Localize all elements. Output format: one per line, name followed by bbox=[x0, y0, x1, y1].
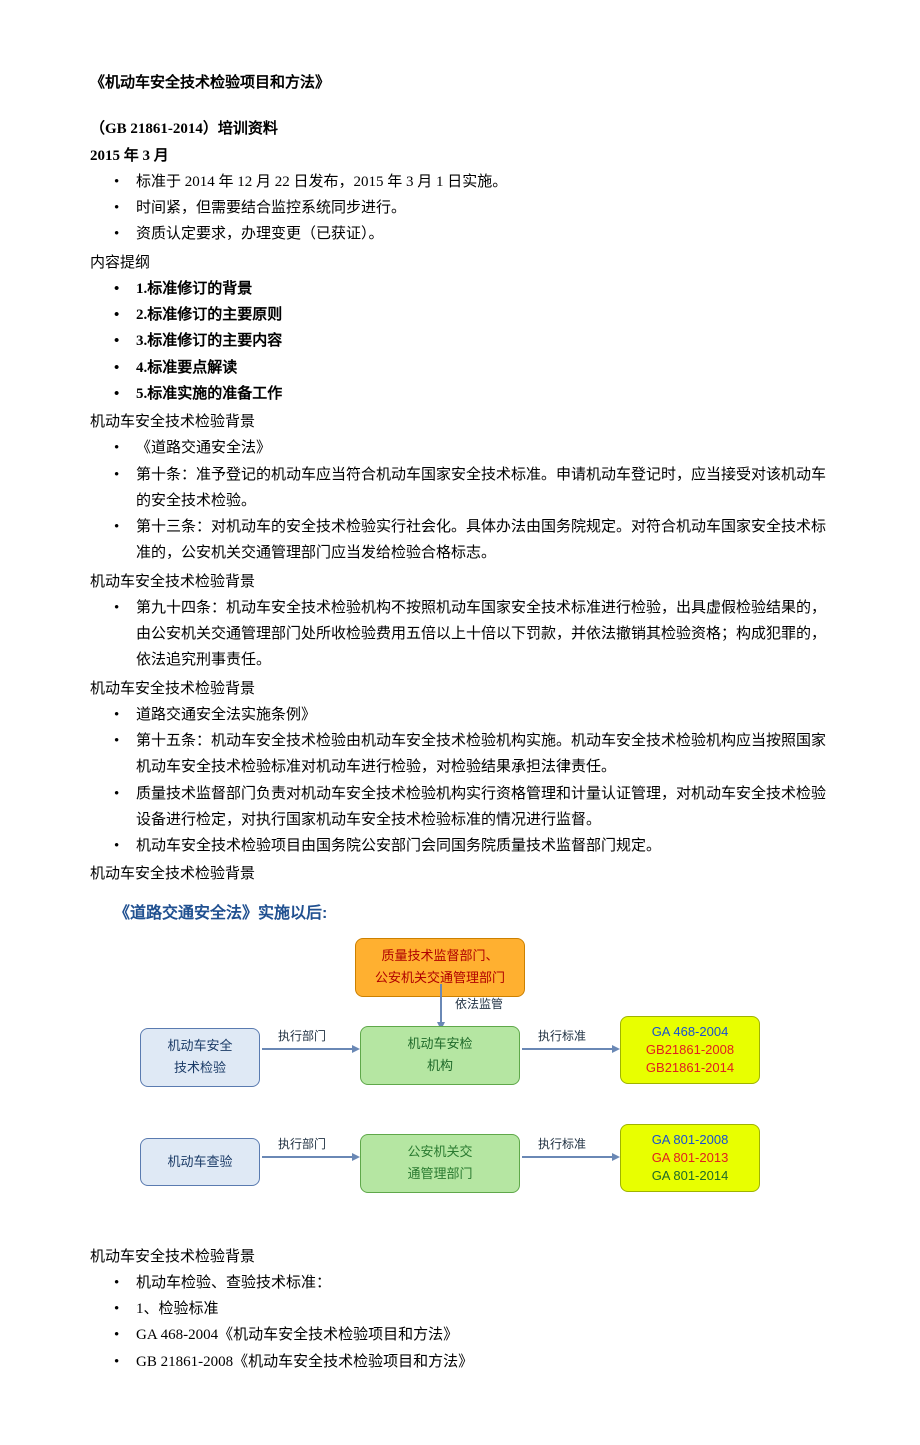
flow-arrow-right bbox=[522, 1048, 612, 1050]
flow-arrow-label: 执行部门 bbox=[278, 1026, 326, 1047]
list-item: 时间紧，但需要结合监控系统同步进行。 bbox=[136, 195, 830, 221]
list-item: 1.标准修订的背景 bbox=[136, 276, 830, 302]
flow-node-label: 质量技术监督部门、公安机关交通管理部门 bbox=[375, 948, 505, 986]
section-head: 机动车安全技术检验背景 bbox=[90, 1244, 830, 1270]
list-item: 3.标准修订的主要内容 bbox=[136, 328, 830, 354]
list-item: 道路交通安全法实施条例》 bbox=[136, 702, 830, 728]
list-item: 资质认定要求，办理变更（已获证）。 bbox=[136, 221, 830, 247]
section-head: 机动车安全技术检验背景 bbox=[90, 569, 830, 595]
section-list: 道路交通安全法实施条例》 第十五条：机动车安全技术检验由机动车安全技术检验机构实… bbox=[90, 702, 830, 860]
intro-bullet-list: 标准于 2014 年 12 月 22 日发布，2015 年 3 月 1 日实施。… bbox=[90, 169, 830, 248]
flow-arrow-right bbox=[262, 1048, 352, 1050]
list-item: 第十三条：对机动车的安全技术检验实行社会化。具体办法由国务院规定。对符合机动车国… bbox=[136, 514, 830, 567]
list-item: 机动车检验、查验技术标准： bbox=[136, 1270, 830, 1296]
flow-node-standards-1: GA 468-2004 GB21861-2008 GB21861-2014 bbox=[620, 1016, 760, 1085]
list-item: GB 21861-2008《机动车安全技术检验项目和方法》 bbox=[136, 1349, 830, 1375]
list-item: 4.标准要点解读 bbox=[136, 355, 830, 381]
list-item: 机动车安全技术检验项目由国务院公安部门会同国务院质量技术监督部门规定。 bbox=[136, 833, 830, 859]
list-item: 1、检验标准 bbox=[136, 1296, 830, 1322]
list-item: 第十五条：机动车安全技术检验由机动车安全技术检验机构实施。机动车安全技术检验机构… bbox=[136, 728, 830, 781]
outline-list: 1.标准修订的背景 2.标准修订的主要原则 3.标准修订的主要内容 4.标准要点… bbox=[90, 276, 830, 407]
flow-std-line: GB21861-2014 bbox=[631, 1059, 749, 1077]
flow-std-line: GA 801-2008 bbox=[631, 1131, 749, 1149]
list-item: 质量技术监督部门负责对机动车安全技术检验机构实行资格管理和计量认证管理，对机动车… bbox=[136, 781, 830, 834]
section-head: 机动车安全技术检验背景 bbox=[90, 676, 830, 702]
doc-subtitle-1: （GB 21861-2014）培训资料 bbox=[90, 116, 830, 142]
list-item: 2.标准修订的主要原则 bbox=[136, 302, 830, 328]
flow-std-line: GA 801-2013 bbox=[631, 1149, 749, 1167]
list-item: 5.标准实施的准备工作 bbox=[136, 381, 830, 407]
flowchart: 质量技术监督部门、公安机关交通管理部门 依法监管 机动车安全技术检验 执行部门 … bbox=[120, 938, 860, 1238]
list-item: GA 468-2004《机动车安全技术检验项目和方法》 bbox=[136, 1322, 830, 1348]
section-list: 机动车检验、查验技术标准： 1、检验标准 GA 468-2004《机动车安全技术… bbox=[90, 1270, 830, 1375]
doc-title: 《机动车安全技术检验项目和方法》 bbox=[90, 70, 830, 96]
flow-arrow-label: 依法监管 bbox=[455, 994, 503, 1015]
flow-node-standards-2: GA 801-2008 GA 801-2013 GA 801-2014 bbox=[620, 1124, 760, 1193]
doc-subtitle-2: 2015 年 3 月 bbox=[90, 143, 830, 169]
list-item: 《道路交通安全法》 bbox=[136, 435, 830, 461]
section-head: 机动车安全技术检验背景 bbox=[90, 861, 830, 887]
list-item: 第九十四条：机动车安全技术检验机构不按照机动车国家安全技术标准进行检验，出具虚假… bbox=[136, 595, 830, 674]
flow-arrow-label: 执行标准 bbox=[538, 1026, 586, 1047]
flow-node-label: 机动车安全技术检验 bbox=[167, 1038, 232, 1076]
list-item: 标准于 2014 年 12 月 22 日发布，2015 年 3 月 1 日实施。 bbox=[136, 169, 830, 195]
flow-arrow-right bbox=[522, 1156, 612, 1158]
flowchart-wrap: 《道路交通安全法》实施以后: 质量技术监督部门、公安机关交通管理部门 依法监管 … bbox=[90, 900, 830, 1238]
flow-node-police-dept: 公安机关交通管理部门 bbox=[360, 1134, 520, 1194]
section-list: 第九十四条：机动车安全技术检验机构不按照机动车国家安全技术标准进行检验，出具虚假… bbox=[90, 595, 830, 674]
flow-arrow-label: 执行部门 bbox=[278, 1134, 326, 1155]
list-item: 第十条：准予登记的机动车应当符合机动车国家安全技术标准。申请机动车登记时，应当接… bbox=[136, 462, 830, 515]
flow-node-inspection: 机动车安全技术检验 bbox=[140, 1028, 260, 1088]
flow-node-label: 机动车安检机构 bbox=[407, 1036, 472, 1074]
flow-node-label: 机动车查验 bbox=[167, 1154, 232, 1169]
flow-std-line: GB21861-2008 bbox=[631, 1041, 749, 1059]
flow-arrow-down bbox=[440, 984, 442, 1022]
flow-std-line: GA 801-2014 bbox=[631, 1167, 749, 1185]
flow-arrow-right bbox=[262, 1156, 352, 1158]
flowchart-title: 《道路交通安全法》实施以后: bbox=[114, 900, 830, 928]
flow-std-line: GA 468-2004 bbox=[631, 1023, 749, 1041]
flow-node-label: 公安机关交通管理部门 bbox=[407, 1144, 472, 1182]
flow-node-inspection-org: 机动车安检机构 bbox=[360, 1026, 520, 1086]
flow-arrow-label: 执行标准 bbox=[538, 1134, 586, 1155]
flow-node-check: 机动车查验 bbox=[140, 1138, 260, 1187]
section-head: 机动车安全技术检验背景 bbox=[90, 409, 830, 435]
section-list: 《道路交通安全法》 第十条：准予登记的机动车应当符合机动车国家安全技术标准。申请… bbox=[90, 435, 830, 566]
outline-head: 内容提纲 bbox=[90, 250, 830, 276]
